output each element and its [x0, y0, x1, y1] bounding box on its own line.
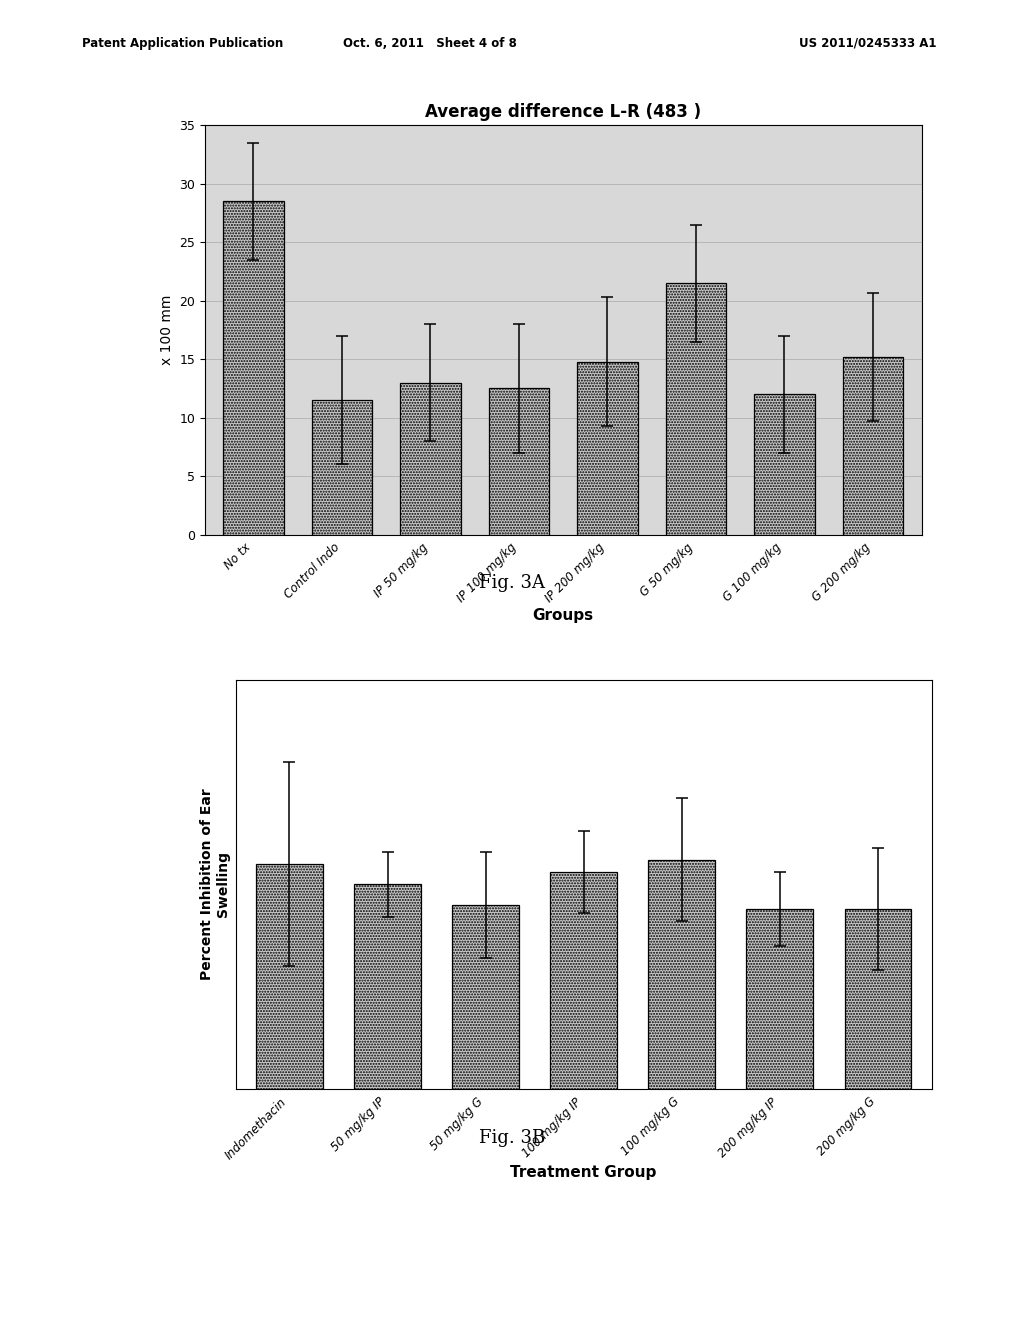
Bar: [843, 356, 903, 535]
Text: Fig. 3B: Fig. 3B: [479, 1129, 545, 1147]
Y-axis label: x 100 mm: x 100 mm: [160, 294, 174, 366]
Bar: [453, 906, 519, 1089]
Title: Average difference L-R (483 ): Average difference L-R (483 ): [425, 103, 701, 121]
Bar: [550, 873, 617, 1089]
X-axis label: Groups: Groups: [532, 609, 594, 623]
Text: Patent Application Publication: Patent Application Publication: [82, 37, 284, 50]
Bar: [648, 859, 715, 1089]
Bar: [755, 395, 814, 535]
Bar: [312, 400, 372, 535]
Bar: [488, 388, 549, 535]
Bar: [845, 909, 911, 1089]
Bar: [223, 202, 284, 535]
Bar: [746, 909, 813, 1089]
Y-axis label: Percent Inhibition of Ear
Swelling: Percent Inhibition of Ear Swelling: [200, 788, 230, 981]
Text: Oct. 6, 2011   Sheet 4 of 8: Oct. 6, 2011 Sheet 4 of 8: [343, 37, 517, 50]
Text: Fig. 3A: Fig. 3A: [479, 574, 545, 593]
Bar: [400, 383, 461, 535]
Bar: [666, 284, 726, 535]
X-axis label: Treatment Group: Treatment Group: [511, 1164, 656, 1180]
Text: US 2011/0245333 A1: US 2011/0245333 A1: [799, 37, 936, 50]
Bar: [354, 884, 421, 1089]
Bar: [256, 865, 323, 1089]
Bar: [578, 362, 638, 535]
